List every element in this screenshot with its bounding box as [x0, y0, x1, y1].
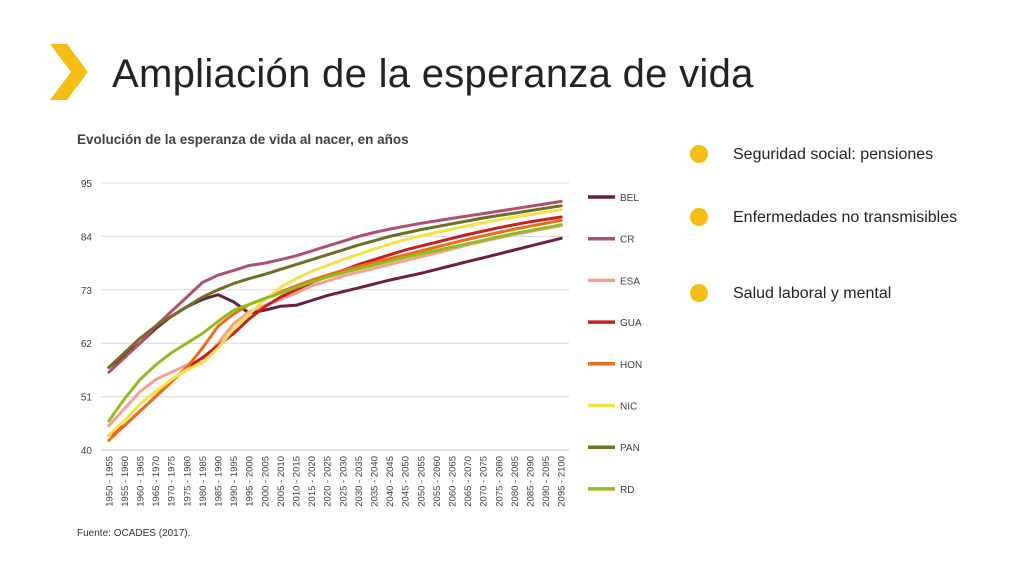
chart-series — [107, 199, 563, 442]
series-line-nic — [107, 208, 563, 437]
x-tick-label: 2070 - 2075 — [479, 456, 490, 507]
series-line-rd — [107, 223, 563, 423]
y-tick-label: 95 — [81, 179, 93, 190]
x-tick-label: 2010 - 2015 — [292, 456, 303, 507]
x-tick-label: 1980 - 1985 — [198, 456, 209, 507]
x-tick-label: 1995 - 2000 — [245, 456, 256, 507]
bullet-text: Enfermedades no transmisibles — [733, 209, 958, 226]
legend-label: GUA — [620, 318, 642, 329]
bullet-item: Enfermedades no transmisibles — [690, 208, 957, 226]
x-tick-label: 1965 - 1970 — [151, 456, 162, 507]
x-tick-label: 2050 - 2055 — [416, 456, 427, 507]
x-tick-label: 2020 - 2025 — [323, 456, 334, 507]
chart-title: Evolución de la esperanza de vida al nac… — [77, 132, 409, 147]
x-tick-label: 2065 - 2070 — [463, 456, 474, 507]
y-tick-label: 40 — [81, 446, 93, 457]
bullet-text: Salud laboral y mental — [733, 285, 892, 302]
bullet-dot-icon — [690, 284, 708, 302]
x-tick-label: 1985 - 1990 — [214, 456, 225, 507]
legend-label: ESA — [620, 276, 640, 287]
series-line-pan — [107, 204, 563, 369]
series-line-gua — [107, 215, 563, 437]
x-tick-label: 2095 - 2100 — [557, 456, 568, 507]
y-tick-label: 62 — [81, 339, 93, 350]
bullet-dot-icon — [690, 208, 708, 226]
chart-source: Fuente: OCADES (2017). — [77, 528, 191, 539]
x-tick-label: 2075 - 2080 — [494, 456, 505, 507]
page-title: Ampliación de la esperanza de vida — [112, 52, 754, 96]
x-tick-label: 1955 - 1960 — [120, 456, 131, 507]
x-tick-label: 2035 - 2040 — [370, 456, 381, 507]
x-tick-label: 2060 - 2065 — [448, 456, 459, 507]
chart-grid — [101, 182, 569, 451]
x-tick-label: 2015 - 2020 — [307, 456, 318, 507]
series-line-cr — [107, 199, 563, 374]
x-tick-label: 2025 - 2030 — [338, 456, 349, 507]
legend-label: PAN — [620, 443, 640, 454]
x-tick-label: 2005 - 2010 — [276, 456, 287, 507]
x-tick-label: 2080 - 2085 — [510, 456, 521, 507]
y-tick-label: 51 — [81, 393, 93, 404]
x-tick-label: 2055 - 2060 — [432, 456, 443, 507]
y-tick-label: 84 — [81, 232, 93, 243]
y-tick-label: 73 — [81, 286, 93, 297]
x-tick-label: 1990 - 1995 — [229, 456, 240, 507]
x-tick-label: 1975 - 1980 — [182, 456, 193, 507]
x-tick-label: 2000 - 2005 — [260, 456, 271, 507]
bullet-item: Seguridad social: pensiones — [690, 145, 933, 163]
x-tick-label: 2040 - 2045 — [385, 456, 396, 507]
x-tick-label: 2045 - 2050 — [401, 456, 412, 507]
x-tick-label: 2090 - 2095 — [541, 456, 552, 507]
x-tick-label: 1960 - 1965 — [136, 456, 147, 507]
bullet-item: Salud laboral y mental — [690, 284, 891, 302]
x-tick-label: 2085 - 2090 — [526, 456, 537, 507]
bullet-dot-icon — [690, 145, 708, 163]
x-tick-label: 1950 - 1955 — [104, 456, 115, 507]
x-tick-label: 2030 - 2035 — [354, 456, 365, 507]
chart-legend: BEL CR ESA GUA HON NIC PAN RD — [588, 193, 642, 496]
x-tick-label: 1970 - 1975 — [167, 456, 178, 507]
legend-label: CR — [620, 235, 634, 246]
bullet-text: Seguridad social: pensiones — [733, 146, 934, 163]
legend-label: RD — [620, 485, 634, 496]
y-axis-ticks: 40 51 62 73 84 95 — [81, 179, 93, 457]
x-axis-ticks: 1950 - 1955 1955 - 1960 1960 - 1965 1965 - … — [104, 456, 567, 507]
chevron-right-icon — [50, 44, 88, 100]
legend-label: HON — [620, 360, 642, 371]
legend-label: BEL — [620, 193, 639, 204]
legend-label: NIC — [620, 402, 637, 413]
